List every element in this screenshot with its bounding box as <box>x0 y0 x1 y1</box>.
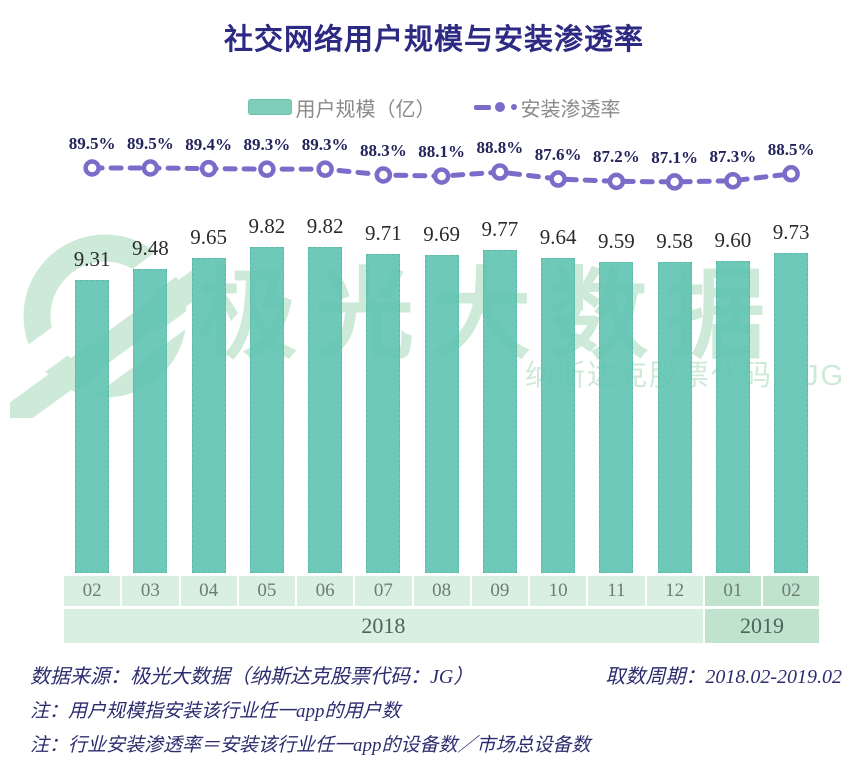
penetration-value-label: 89.5% <box>68 134 116 153</box>
line-dot-icon <box>510 104 517 110</box>
bar-value-label: 9.82 <box>306 213 344 238</box>
bar <box>541 258 576 573</box>
bar-value-label: 9.60 <box>714 228 752 252</box>
chart-title: 社交网络用户规模与安装渗透率 <box>223 24 644 56</box>
bar-value-label: 9.65 <box>190 224 227 249</box>
line-marker <box>432 167 451 185</box>
bar-value-label: 9.58 <box>656 229 693 254</box>
legend-bar-label: 用户规模（亿） <box>295 98 436 121</box>
bar <box>657 262 692 573</box>
month-cell: 10 <box>530 576 587 606</box>
line-marker <box>549 170 567 188</box>
month-cell: 11 <box>588 576 645 606</box>
bar <box>366 253 401 573</box>
line-marker <box>491 163 509 181</box>
line-marker <box>665 173 684 191</box>
penetration-value-label: 89.5% <box>127 134 174 153</box>
legend-item-user-scale: 用户规模（亿） <box>247 93 436 122</box>
footer-note-1: 注：用户规模指安装该行业任一app的用户数 <box>30 701 401 722</box>
penetration-value-label: 87.1% <box>651 147 698 167</box>
bar-value-label: 9.77 <box>481 216 519 241</box>
penetration-value-label: 89.4% <box>185 134 232 154</box>
month-cell: 04 <box>180 576 237 606</box>
penetration-line <box>89 165 794 185</box>
bar <box>715 261 750 573</box>
month-cell: 09 <box>471 576 528 606</box>
bar-series-swatch <box>247 99 292 115</box>
bar-value-label: 9.73 <box>772 219 810 244</box>
penetration-value-label: 89.3% <box>243 135 291 155</box>
month-cell: 06 <box>297 576 354 606</box>
month-cell: 08 <box>413 576 470 606</box>
bar <box>133 268 168 573</box>
bar <box>599 261 634 573</box>
bar <box>249 246 284 573</box>
line-marker <box>258 160 276 178</box>
penetration-value-label: 88.3% <box>360 140 407 160</box>
penetration-value-label: 88.5% <box>767 139 815 159</box>
month-cell: 01 <box>704 576 761 606</box>
month-cell: 05 <box>238 576 295 606</box>
bar <box>424 255 459 573</box>
legend-item-penetration: 安装渗透率 <box>473 93 621 122</box>
footer: 数据来源：极光大数据（纳斯达克股票代码：JG） 取数周期：2018.02-201… <box>30 660 842 757</box>
chart-legend: 用户规模（亿） 安装渗透率 <box>0 93 868 122</box>
bar <box>774 252 809 573</box>
bar <box>308 246 343 573</box>
month-cell: 02 <box>64 576 121 606</box>
month-cell: 12 <box>646 576 703 606</box>
data-period-text: 取数周期：2018.02-2019.02 <box>605 666 842 688</box>
line-marker <box>199 159 218 178</box>
legend-line-label: 安装渗透率 <box>520 98 621 121</box>
bar <box>75 279 110 573</box>
bar <box>482 249 517 573</box>
month-cell: 03 <box>122 576 179 606</box>
line-marker <box>782 165 800 183</box>
penetration-value-label: 89.3% <box>301 135 349 155</box>
penetration-value-label: 87.3% <box>709 146 757 166</box>
penetration-value-label: 87.2% <box>593 147 640 167</box>
line-marker <box>83 159 101 177</box>
year-band: 2018 <box>64 609 703 643</box>
penetration-value-label: 88.1% <box>418 142 465 162</box>
month-cell: 02 <box>763 576 820 606</box>
data-source-text: 数据来源：极光大数据（纳斯达克股票代码：JG） <box>30 666 474 688</box>
bar-value-label: 9.71 <box>365 220 402 245</box>
footer-note-2: 注：行业安装渗透率＝安装该行业任一app的设备数／市场总设备数 <box>30 735 591 756</box>
bar-value-label: 9.82 <box>248 213 286 238</box>
line-dash-icon <box>473 104 491 110</box>
line-marker <box>374 166 393 184</box>
penetration-value-label: 87.6% <box>534 145 582 165</box>
bar <box>191 257 226 573</box>
year-band: 2019 <box>704 609 820 643</box>
line-marker <box>607 172 626 191</box>
line-marker <box>724 172 742 190</box>
bar-value-label: 9.69 <box>423 222 460 247</box>
line-marker <box>141 159 160 177</box>
penetration-value-label: 88.8% <box>476 138 524 158</box>
line-marker <box>316 160 334 178</box>
month-cell: 07 <box>355 576 412 606</box>
line-marker-icon <box>494 102 505 112</box>
bar-value-label: 9.59 <box>598 228 635 253</box>
bar-value-label: 9.64 <box>539 225 577 250</box>
